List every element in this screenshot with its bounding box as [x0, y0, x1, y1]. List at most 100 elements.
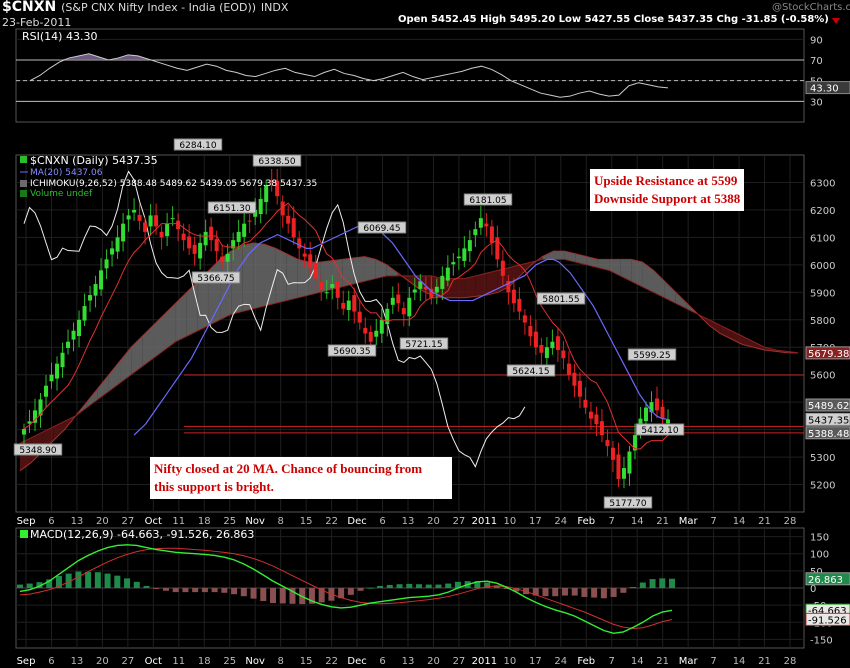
macd-histogram-bar: [367, 587, 374, 589]
macd-histogram-bar: [17, 584, 23, 588]
candle-body: [121, 223, 126, 242]
macd-histogram-bar: [347, 588, 354, 595]
price-callout-label: 5721.15: [405, 340, 442, 350]
price-tick-label: 5200: [810, 481, 835, 492]
candle-body: [209, 226, 214, 241]
ichimoku-cloud-segment: [631, 259, 643, 287]
ichimoku-cloud-segment: [575, 253, 587, 265]
ichimoku-cloud-segment: [264, 244, 276, 307]
candle-body: [473, 229, 478, 236]
x-tick-label: Feb: [577, 516, 595, 527]
macd-histogram-bar: [192, 588, 199, 593]
macd-tick-label: 150: [810, 533, 829, 544]
x-tick-label: 11: [172, 516, 185, 527]
candle-body: [49, 374, 54, 382]
macd-histogram-bar: [308, 588, 315, 604]
x-tick-label: 13: [71, 656, 84, 667]
macd-histogram-bar: [182, 588, 189, 593]
candle-body: [506, 280, 511, 293]
ichimoku-cloud-segment: [609, 259, 621, 276]
x-tick-label: 24: [554, 516, 567, 527]
x-tick-label: 27: [453, 656, 466, 667]
ichimoku-lagging-line: [23, 170, 526, 468]
legend-swatch-price: [20, 156, 27, 163]
candle-body: [599, 421, 604, 436]
x-tick-label: Feb: [577, 656, 595, 667]
macd-value-badge: [805, 572, 850, 586]
macd-histogram-bar: [75, 571, 82, 588]
macd-histogram-bar: [94, 572, 101, 588]
ichimoku-cloud-segment: [742, 336, 754, 348]
price-title: $CNXN (Daily) 5437.35: [30, 154, 158, 167]
legend-swatch-volume: [20, 190, 27, 197]
price-callout-box: [627, 348, 677, 361]
candle-body: [27, 421, 32, 424]
support-annotation: Nifty closed at 20 MA. Chance of bouncin…: [150, 457, 452, 499]
macd-histogram-bar: [201, 588, 208, 593]
macd-histogram-bar: [581, 588, 588, 597]
macd-title: MACD(12,26,9) -64.663, -91.526, 26.863: [30, 528, 254, 541]
candle-body: [60, 352, 65, 368]
price-callout-label: 6181.05: [469, 196, 506, 206]
candle-body: [143, 222, 148, 232]
macd-histogram-bar: [211, 588, 218, 593]
macd-histogram-bar: [561, 588, 568, 596]
candle-body: [165, 223, 170, 237]
price-callout-box: [635, 423, 685, 436]
ichimoku-cloud-segment: [353, 256, 365, 285]
rsi-line: [29, 53, 669, 98]
macd-histogram-bar: [153, 588, 160, 590]
x-tick-label: 8: [277, 516, 283, 527]
x-tick-label: 2011: [472, 516, 497, 527]
candle-body: [291, 218, 296, 238]
candle-body: [242, 223, 247, 237]
price-callout-label: 5348.90: [19, 446, 56, 456]
candle-body: [561, 350, 566, 359]
candle-body: [588, 411, 593, 419]
rsi-value-badge: [805, 81, 850, 95]
candle-body: [643, 407, 648, 422]
ichimoku-cloud-segment: [642, 262, 654, 293]
x-tick-label: Oct: [145, 516, 162, 527]
candle-body: [517, 298, 522, 312]
macd-histogram-bar: [55, 576, 62, 588]
x-tick-label: Mar: [679, 516, 699, 527]
candle-body: [203, 231, 208, 246]
candle-body: [335, 281, 340, 298]
macd-histogram-bar: [454, 581, 461, 588]
legend-ma20: MA(20) 5437.06: [30, 168, 103, 178]
candle-body: [308, 254, 313, 268]
candle-body: [93, 284, 98, 296]
candle-body: [610, 447, 615, 460]
price-value-label: 5437.35: [808, 415, 849, 426]
macd-histogram-bar: [133, 581, 140, 588]
macd-histogram-bar: [279, 588, 286, 604]
candle-body: [319, 282, 324, 290]
ichimoku-cloud-segment: [242, 242, 254, 312]
x-tick-label: 17: [529, 656, 542, 667]
macd-histogram-bar: [65, 573, 72, 588]
x-tick-label: 7: [609, 656, 615, 667]
candle-body: [341, 302, 346, 309]
macd-tick-label: 0: [810, 584, 816, 595]
x-tick-label: Sep: [17, 516, 36, 527]
ichimoku-span-a: [19, 242, 799, 472]
x-tick-label: 21: [656, 516, 669, 527]
macd-histogram-bar: [240, 588, 247, 597]
macd-histogram-bar: [542, 588, 549, 597]
ichimoku-cloud-segment: [297, 259, 309, 298]
macd-histogram-bar: [600, 588, 607, 599]
candle-body: [500, 260, 505, 276]
x-tick-label: 15: [300, 656, 313, 667]
x-tick-label: 28: [784, 656, 797, 667]
x-tick-label: 14: [733, 516, 746, 527]
price-value-label: 5679.38: [808, 349, 849, 360]
macd-histogram-bar: [639, 582, 646, 588]
candle-body: [220, 256, 225, 263]
macd-histogram-bar: [260, 588, 267, 602]
ichimoku-cloud-segment: [120, 347, 132, 383]
x-tick-label: 2011: [472, 656, 497, 667]
price-callout-box: [536, 292, 586, 305]
price-callout-box: [207, 201, 257, 214]
candle-body: [566, 363, 571, 375]
